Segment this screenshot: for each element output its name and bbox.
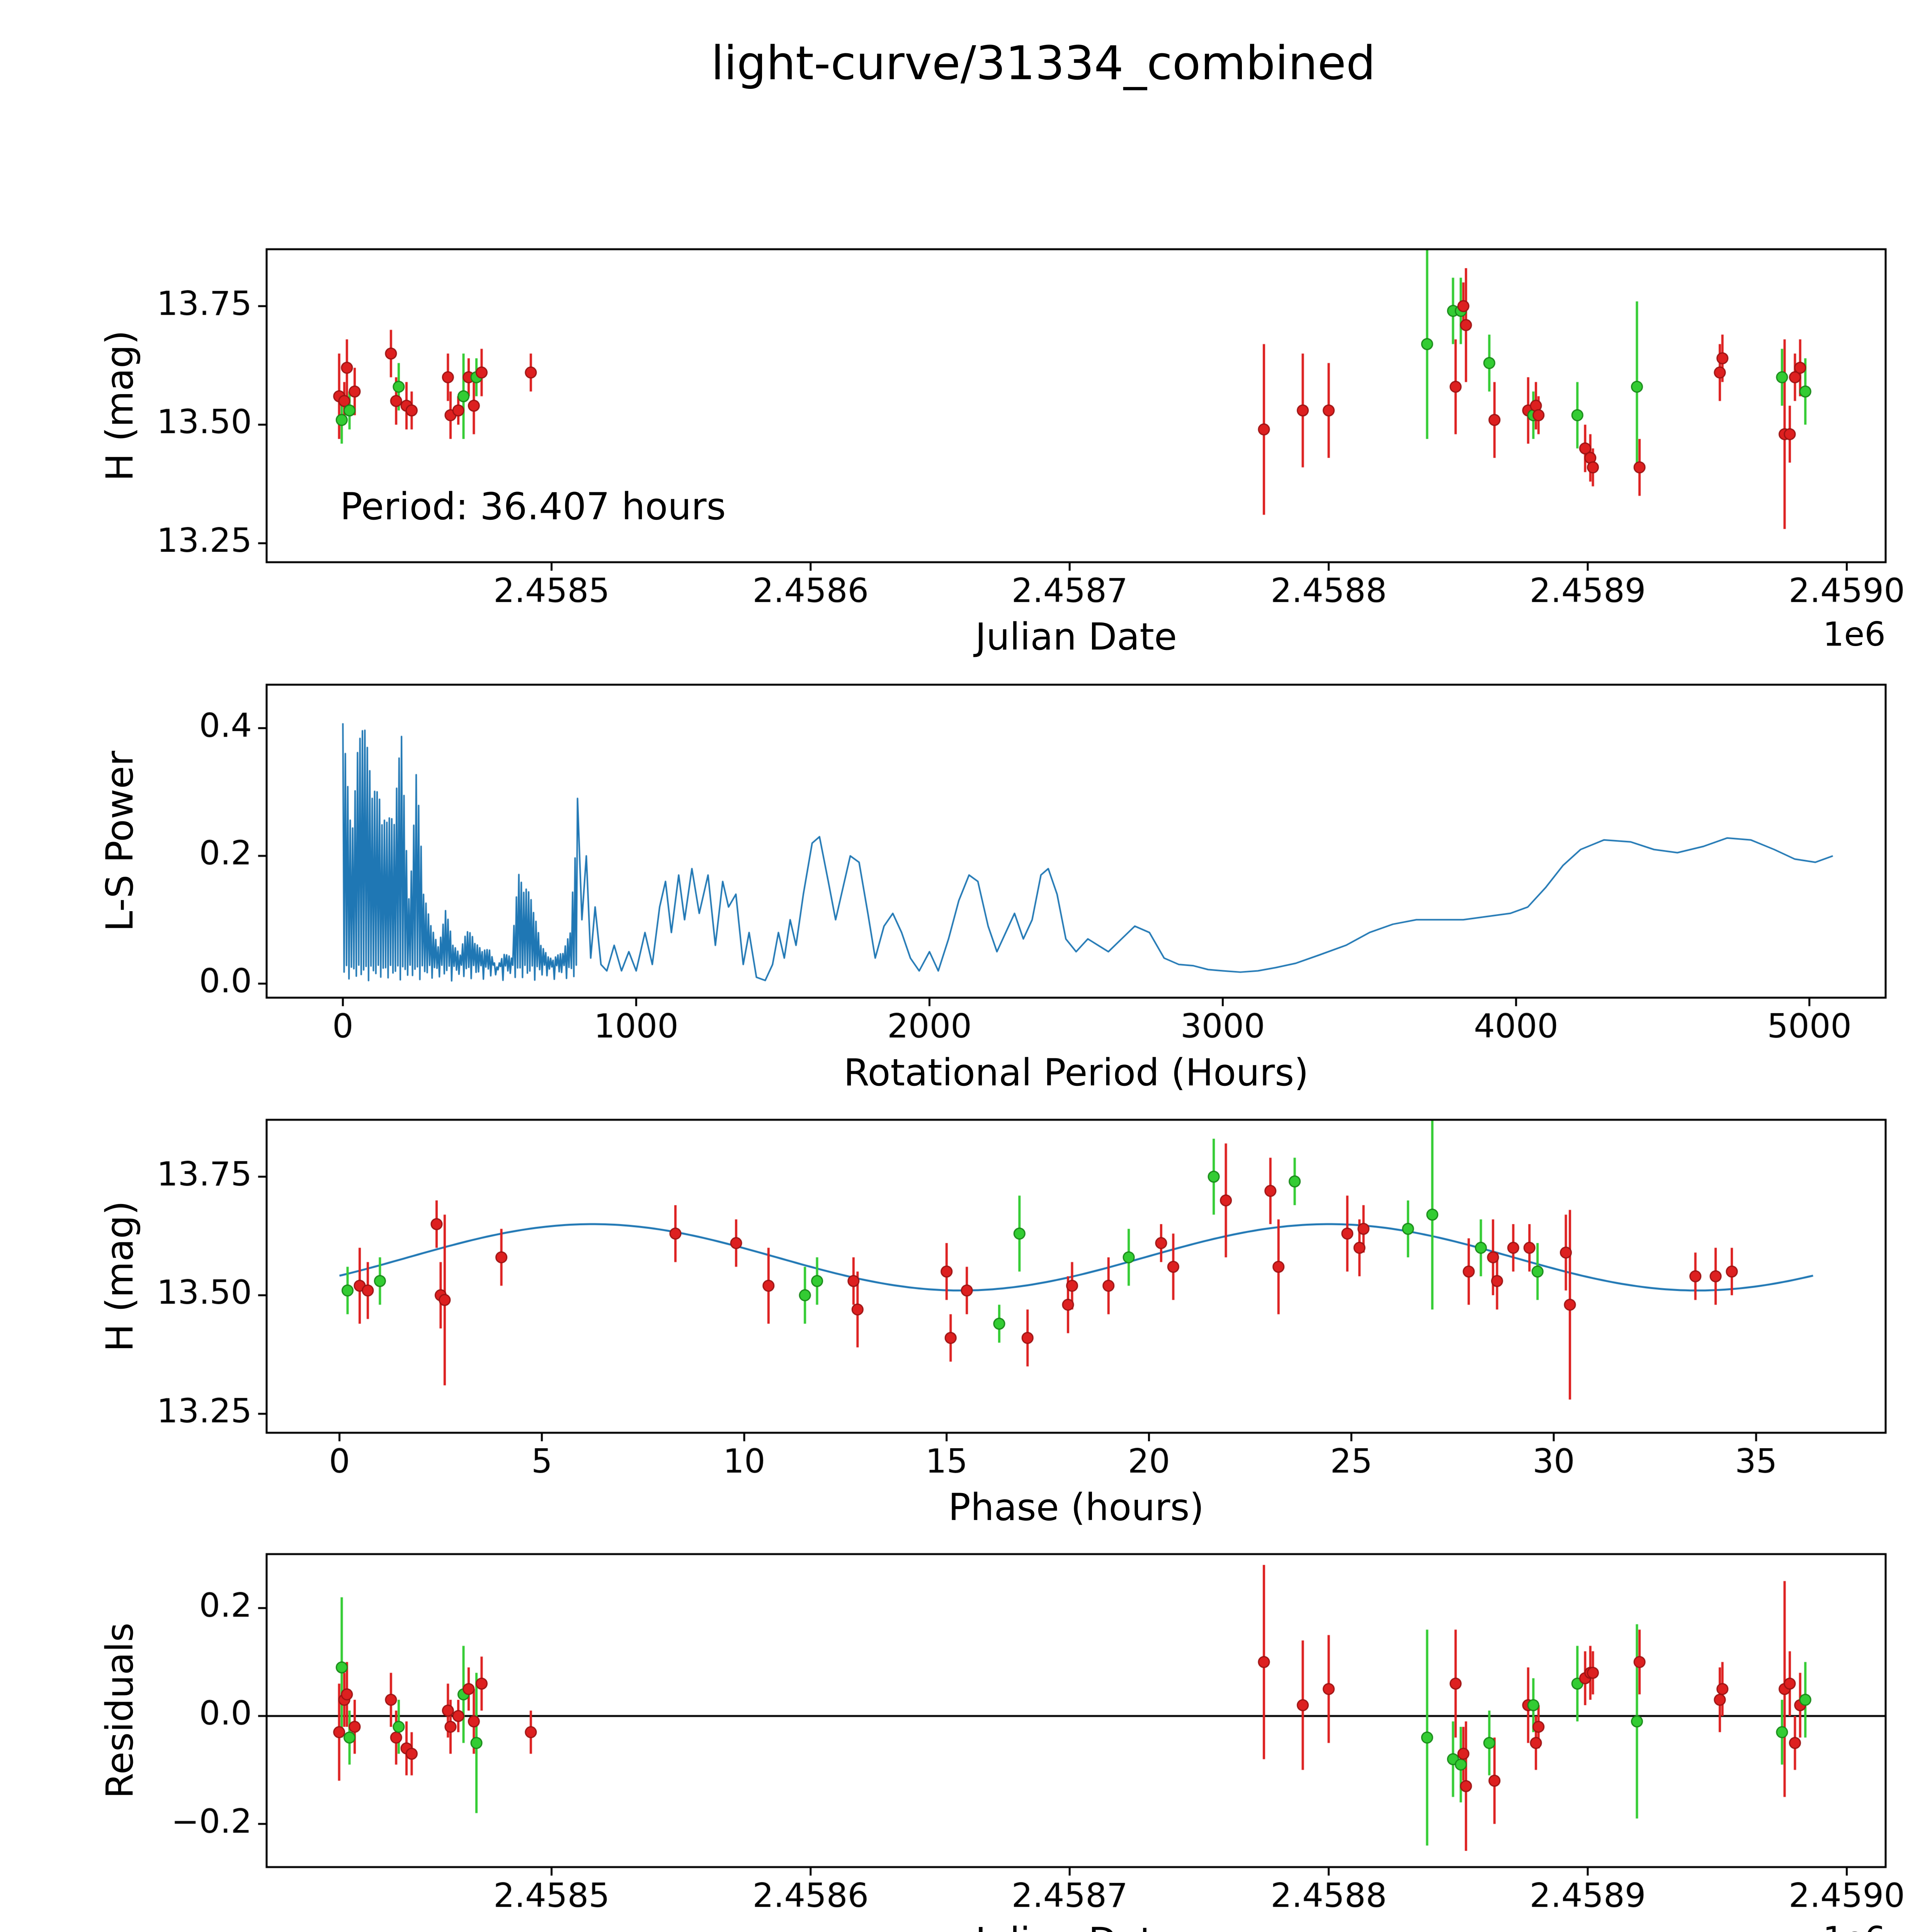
- figure-title: light-curve/31334_combined: [711, 37, 1376, 90]
- lightcurve-y-axis-label: H (mag): [98, 330, 141, 481]
- periodogram-y-axis-label: L-S Power: [98, 750, 141, 932]
- lightcurve-x-axis-offset: 1e6: [1823, 615, 1886, 654]
- lightcurve-x-axis-label: Julian Date: [975, 615, 1177, 658]
- phased-y-axis-label: H (mag): [98, 1201, 141, 1352]
- residuals-x-axis-offset: 1e6: [1754, 1920, 1886, 1932]
- residuals-x-axis-label: Julian Date: [267, 1920, 1886, 1932]
- residuals-y-axis-label: Residuals: [98, 1622, 141, 1799]
- periodogram-x-axis-label: Rotational Period (Hours): [844, 1051, 1309, 1094]
- period-annotation: Period: 36.407 hours: [340, 485, 726, 528]
- phased-x-axis-label: Phase (hours): [948, 1486, 1204, 1529]
